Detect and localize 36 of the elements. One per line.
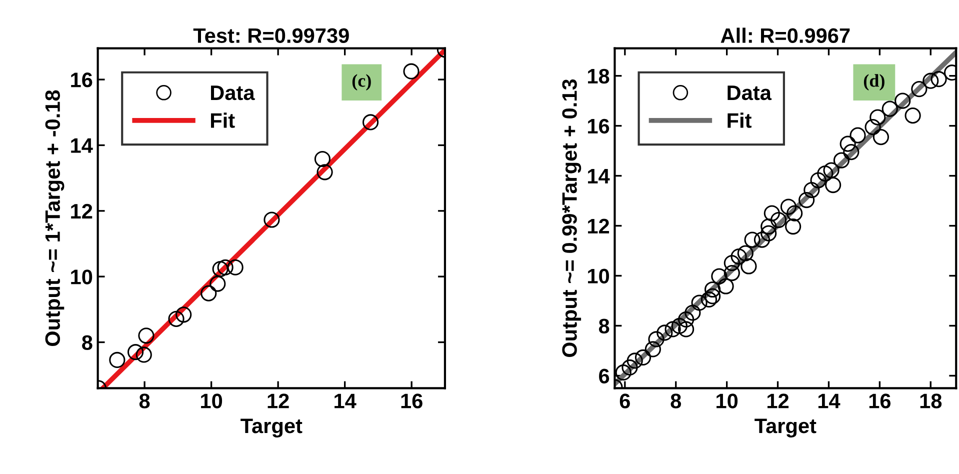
y-axis-title: Output ~= 1*Target + -0.18 [45, 90, 64, 346]
x-tick-label: 8 [139, 394, 150, 408]
y-tick-label: 10 [588, 268, 610, 284]
legend-label: Data [728, 86, 772, 100]
x-tick-label: 16 [869, 394, 891, 408]
x-tick-label: 10 [201, 394, 222, 408]
x-tick-label: 10 [716, 394, 738, 408]
x-tick-label: 12 [768, 394, 789, 408]
annotation: (c) [352, 74, 371, 91]
legend-label: Fit [728, 112, 752, 128]
x-axis-title: Target [240, 418, 302, 438]
x-tick-label: 18 [920, 394, 942, 408]
y-tick-label: 16 [588, 118, 610, 134]
legend-label: Fit [211, 112, 235, 128]
chart-title: All: R=0.9967 [720, 28, 850, 43]
y-tick-label: 16 [71, 72, 92, 88]
annotation: (d) [864, 74, 884, 91]
y-tick-label: 12 [71, 204, 92, 218]
x-tick-label: 8 [670, 394, 682, 408]
legend-label: Data [211, 86, 255, 100]
x-tick-label: 14 [334, 394, 356, 408]
y-tick-label: 12 [588, 218, 610, 234]
x-tick-label: 6 [620, 394, 630, 408]
x-tick-label: 16 [401, 394, 422, 408]
y-tick-label: 14 [71, 138, 93, 153]
y-tick-label: 18 [588, 68, 610, 84]
chart-title: Test: R=0.99739 [193, 28, 349, 44]
y-tick-label: 6 [599, 368, 610, 384]
y-tick-label: 8 [598, 318, 610, 334]
y-tick-label: 8 [82, 335, 92, 350]
x-tick-label: 12 [268, 394, 289, 408]
y-axis-title: Output ~= 0.99*Target + 0.13 [562, 79, 582, 358]
x-axis-title: Target [754, 418, 816, 438]
y-tick-label: 10 [71, 270, 92, 284]
y-tick-label: 14 [588, 169, 610, 184]
x-tick-label: 14 [818, 394, 840, 408]
